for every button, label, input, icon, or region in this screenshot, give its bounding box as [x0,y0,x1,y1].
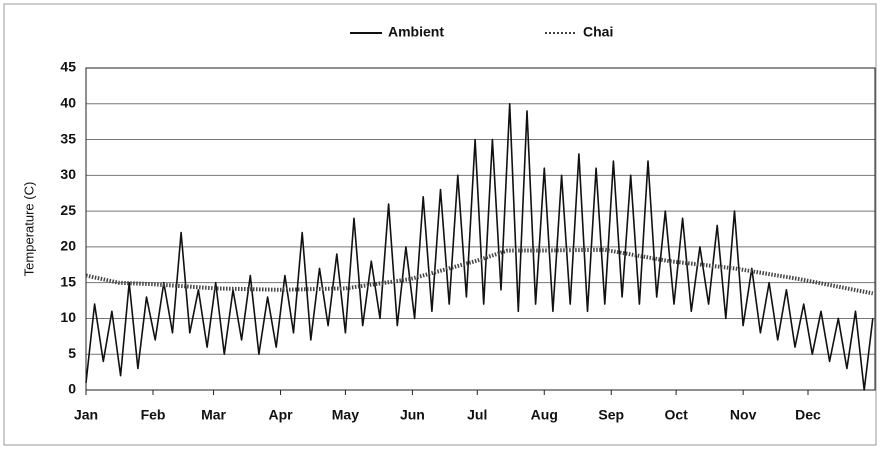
x-tick-label: Apr [268,407,293,423]
y-tick-label: 25 [60,202,76,218]
plot-border [85,67,876,391]
x-tick-label: May [332,407,359,423]
x-tick-label: Oct [664,407,688,423]
frame [3,3,877,446]
y-tick-label: 0 [68,381,76,397]
x-tick-label: Jul [467,407,487,423]
y-tick-label: 10 [60,309,76,325]
x-tick-label: Jan [74,407,98,423]
y-tick-label: 45 [60,59,76,75]
series-line [85,247,874,296]
x-tick-label: Jun [400,407,425,423]
x-tick-label: Feb [141,407,166,423]
y-tick-label: 20 [60,238,76,254]
x-tick-label: Aug [531,407,558,423]
legend-label: Ambient [388,24,444,40]
y-tick-label: 35 [60,130,76,146]
x-tick-label: Nov [730,407,757,423]
y-tick-label: 30 [60,166,76,182]
x-tick-label: Mar [201,407,226,423]
y-tick-label: 5 [68,345,76,361]
series-line [85,103,874,391]
x-tick-label: Dec [795,407,821,423]
y-tick-label: 15 [60,273,76,289]
x-tick-label: Sep [598,407,624,423]
y-axis-label: Temperature (C) [21,182,36,277]
y-tick-label: 40 [60,94,76,110]
legend-label: Chai [583,24,613,40]
